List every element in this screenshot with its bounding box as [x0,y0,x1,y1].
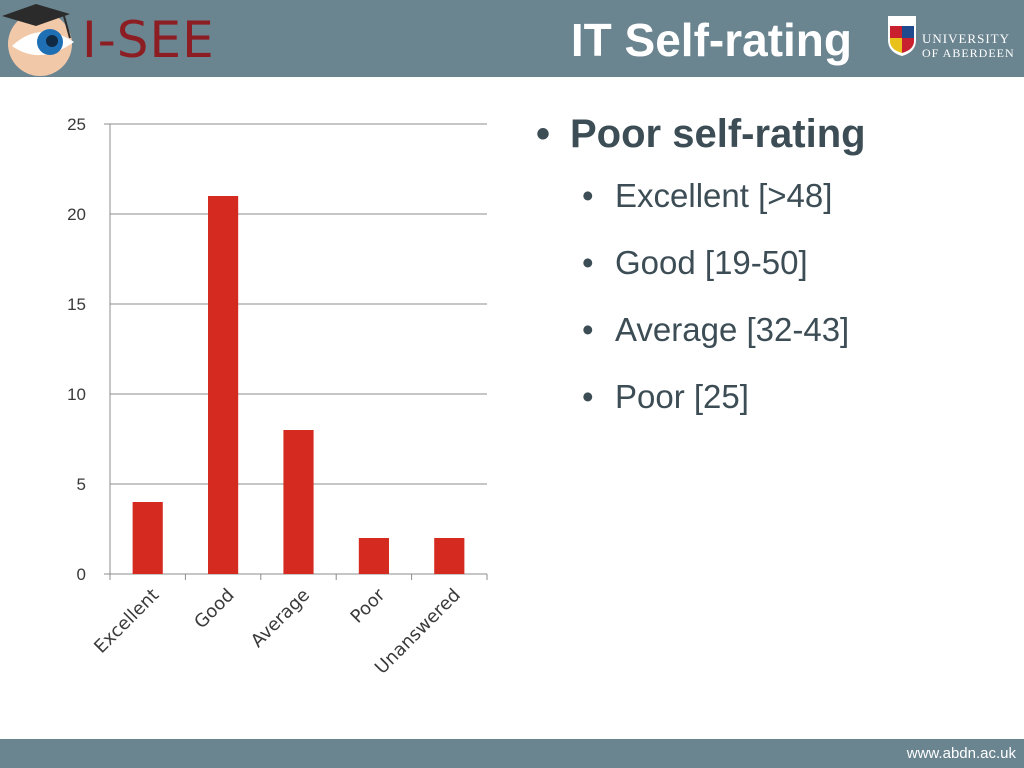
x-tick-label: Good [190,585,238,633]
footer-band: www.abdn.ac.uk [0,739,1024,768]
bullet-sub-text: Good [19-50] [615,244,808,281]
y-tick-label: 10 [67,385,86,404]
bullet-dot: • [582,244,594,281]
bar-excellent [132,502,163,574]
y-tick-label: 20 [67,205,86,224]
bullet-main-text: Poor self-rating [570,112,866,156]
y-tick-label: 25 [67,115,86,134]
university-crest-icon [888,16,916,56]
page-title: IT Self-rating [570,14,852,66]
bullet-main: • Poor self-rating [536,110,1006,158]
university-name-line1: UNIVERSITY [922,31,1010,46]
bullet-sub-good: • Good [19-50] [582,243,1006,283]
x-tick-label: Poor [347,584,390,627]
bullet-dot: • [582,177,594,214]
eye-graduation-cap-icon [2,4,74,76]
bullet-sub-text: Excellent [>48] [615,177,833,214]
bullet-dot: • [582,311,594,348]
bar-poor [358,538,389,574]
bar-average [283,430,314,574]
bar-unanswered [434,538,465,574]
y-tick-label: 5 [77,475,86,494]
university-name: UNIVERSITY OF ABERDEEN [922,31,1015,61]
y-tick-label: 0 [77,565,86,584]
x-tick-label: Excellent [90,585,163,658]
bullet-dot: • [582,378,594,415]
i-see-logo: I-SEE [0,0,240,77]
bullet-sub-average: • Average [32-43] [582,310,1006,350]
bullet-sub-poor: • Poor [25] [582,377,1006,417]
x-tick-label: Average [247,585,314,652]
header-band: I-SEE IT Self-rating UNIVERSITY OF ABERD… [0,0,1024,77]
bullet-list: • Poor self-rating • Excellent [>48] • G… [536,110,1006,444]
y-tick-label: 15 [67,295,86,314]
university-name-line2: OF ABERDEEN [922,46,1015,60]
bar-good [208,196,239,574]
bullet-dot: • [536,112,551,156]
bullet-sub-text: Poor [25] [615,378,749,415]
bullet-sub-text: Average [32-43] [615,311,850,348]
logo-text: I-SEE [82,11,215,69]
bullet-sub-excellent: • Excellent [>48] [582,176,1006,216]
footer-url: www.abdn.ac.uk [906,745,1016,762]
